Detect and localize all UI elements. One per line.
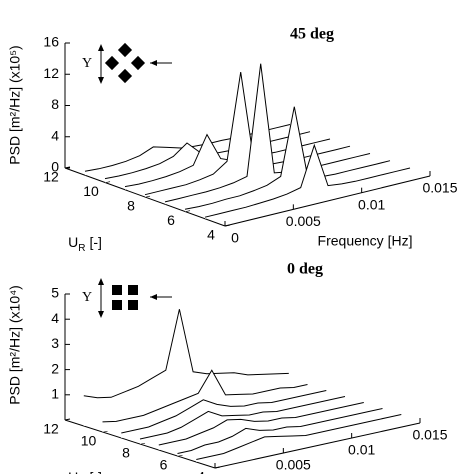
arrow-head [150,294,157,300]
u-tick-label: 10 [81,433,97,449]
spectrum-fill [165,63,370,205]
diamond [117,42,133,58]
z-tick-label: 3 [51,335,59,351]
x-axis [214,422,421,469]
spectrum-fill [83,309,289,426]
u-tick [64,418,71,421]
x-axis-label: Frequency [Hz] [318,233,413,249]
spectrum [204,143,411,218]
spectrum [83,309,289,399]
x-tick-label: 0.005 [286,213,321,229]
u-tick-label: 10 [83,183,99,199]
x-tick-label: 0.015 [412,427,447,443]
diamond [104,55,120,71]
u-tick [64,166,71,169]
spectrum [177,408,383,454]
u-tick-label: 4 [197,469,205,474]
spectrum-fill [205,145,410,219]
icon-0: Y [82,278,172,318]
u-tick-label: 8 [122,445,130,461]
z-tick-label: 1 [51,386,59,402]
u-axis-label: UR[-] [68,469,102,474]
x-axis-label: Frequency [Hz] [318,473,413,474]
u-tick-label: 6 [160,457,168,473]
u-label-main: U [68,234,78,250]
u-label-sub: R [78,243,85,254]
u-tick [184,210,191,212]
chart-title: 45 deg [290,26,334,43]
u-tick-label: 12 [43,169,59,185]
u-label-unit: [-] [89,234,101,250]
z-axis-label: PSD [m²/Hz] (x10⁴) [7,285,23,405]
spectrum-fill [196,414,402,462]
spectrum-fill [177,408,383,456]
spectrum-fill [121,390,327,438]
u-tick-label: 8 [127,198,135,214]
icon-45: Y [82,42,172,84]
icon-label: Y [82,290,92,305]
icon-label: Y [82,56,92,71]
u-tick [214,466,221,469]
z-tick-label: 4 [51,310,59,326]
u-tick-label: 4 [207,227,215,243]
u-tick [224,224,231,227]
spectrum [164,63,371,203]
diamond [117,68,133,84]
arrow-head [150,60,157,66]
square [112,300,122,310]
z-tick-label: 16 [43,34,59,50]
u-label-main: U [68,469,78,474]
u-tick-label: 6 [167,212,175,228]
square [128,285,138,295]
spectrum [121,390,327,434]
u-tick [177,454,183,457]
u-axis-label: UR [-] [68,234,102,254]
spectrum [196,414,402,460]
x-tick-label: 0 [221,472,229,474]
z-tick-label: 4 [51,127,59,143]
diamond [130,55,146,71]
spectrum [102,369,308,423]
spectrum [139,396,346,440]
spectrum-fill [145,72,350,197]
x-tick-label: 0.005 [276,457,311,473]
chart-title: 0 deg [287,261,323,278]
z-tick-label: 12 [43,65,59,81]
spectrum [184,106,391,210]
x-tick-label: 0.01 [358,196,385,212]
square [128,300,138,310]
x-axis [224,175,431,227]
z-tick-label: 0 [51,159,59,175]
u-label-unit: [-] [89,469,101,474]
u-tick [102,430,108,433]
u-tick [144,195,151,198]
x-tick-label: 0.01 [348,442,375,458]
z-axis-label: PSD [m²/Hz] (x10⁵) [7,45,23,164]
z-tick-label: 8 [51,96,59,112]
x-tick-label: 0 [231,230,239,246]
x-tick-label: 0.015 [422,180,457,196]
spectrum-fill [158,402,364,450]
spectrum-fill [185,106,390,212]
u-tick [104,181,111,183]
square [112,285,122,295]
spectrum [158,402,364,446]
u-tick-label: 12 [43,421,59,437]
z-tick-label: 2 [51,360,59,376]
u-tick [139,442,146,445]
z-tick-label: 5 [51,285,59,301]
